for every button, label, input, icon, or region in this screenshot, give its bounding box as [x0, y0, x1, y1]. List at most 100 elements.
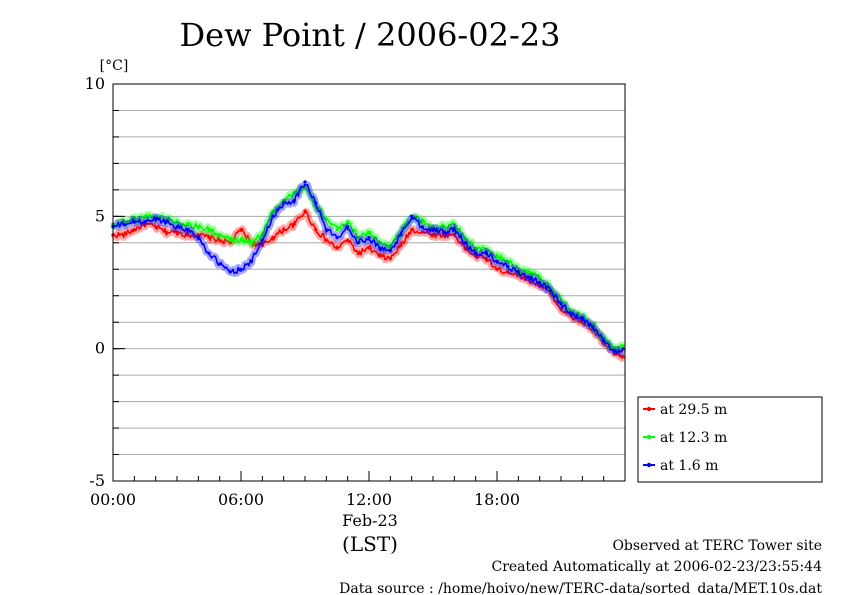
- legend-marker: [646, 462, 652, 468]
- data-point: [207, 235, 211, 240]
- data-point: [143, 222, 147, 226]
- data-point: [324, 238, 328, 242]
- series-band: [110, 180, 627, 357]
- data-point: [452, 222, 456, 226]
- data-point: [175, 220, 179, 224]
- legend-label: at 29.5 m: [660, 402, 727, 418]
- data-point: [506, 270, 510, 274]
- data-point: [367, 235, 371, 240]
- x-axis-title: (LST): [342, 532, 398, 556]
- data-point: [143, 214, 147, 218]
- data-point: [239, 267, 243, 271]
- data-point: [516, 270, 520, 274]
- data-point: [548, 288, 552, 292]
- data-point: [196, 233, 200, 237]
- data-point: [420, 220, 424, 224]
- data-point: [602, 339, 606, 343]
- data-point: [303, 209, 307, 213]
- y-tick-label: 0: [95, 339, 105, 358]
- data-point: [463, 246, 467, 250]
- data-point: [132, 220, 136, 224]
- data-point: [196, 225, 200, 229]
- data-point: [346, 238, 350, 242]
- data-point: [335, 235, 339, 240]
- data-point: [516, 267, 520, 271]
- data-point: [356, 241, 360, 245]
- data-point: [239, 228, 243, 232]
- data-point: [250, 259, 254, 263]
- data-point: [122, 222, 126, 226]
- data-point: [186, 233, 190, 237]
- data-point: [474, 246, 478, 250]
- data-point: [442, 233, 446, 237]
- data-point: [303, 180, 307, 184]
- grid-lines: [113, 109, 625, 456]
- footer-source-text: Data source : /home/hoivo/new/TERC-data/…: [339, 581, 822, 595]
- data-point: [399, 233, 403, 237]
- data-point: [228, 238, 232, 242]
- data-point: [356, 235, 360, 240]
- data-point: [388, 249, 392, 253]
- data-point: [175, 225, 179, 229]
- data-point: [356, 251, 360, 255]
- data-point: [538, 275, 542, 279]
- data-point: [218, 233, 222, 237]
- data-point: [378, 254, 382, 258]
- data-point: [420, 230, 424, 234]
- data-point: [346, 225, 350, 229]
- tick-labels: 10 5 0 -500:00 06:00 12:00 18:00: [85, 74, 520, 509]
- data-point: [495, 259, 499, 263]
- data-point: [260, 233, 264, 237]
- axis-ticks: [112, 83, 626, 482]
- data-point: [154, 225, 158, 229]
- data-point: [154, 217, 158, 221]
- series-line: [112, 186, 624, 351]
- data-point: [367, 230, 371, 234]
- data-point: [196, 235, 200, 240]
- legend-marker: [646, 406, 652, 412]
- data-point: [548, 291, 552, 295]
- data-point: [292, 198, 296, 203]
- data-point: [335, 228, 339, 232]
- data-point: [260, 238, 264, 242]
- data-point: [314, 228, 318, 232]
- data-point: [292, 190, 296, 195]
- data-point: [527, 275, 531, 279]
- data-point: [175, 230, 179, 234]
- data-point: [207, 251, 211, 255]
- data-point: [484, 257, 488, 261]
- data-point: [132, 228, 136, 232]
- data-point: [410, 228, 414, 232]
- data-point: [324, 228, 328, 232]
- data-point: [495, 267, 499, 271]
- data-point: [324, 217, 328, 221]
- data-point: [378, 246, 382, 250]
- chart-title: Dew Point / 2006-02-23: [180, 16, 561, 54]
- series-band: [109, 183, 626, 354]
- data-point: [164, 220, 168, 224]
- data-point: [452, 233, 456, 237]
- data-point: [410, 214, 414, 218]
- legend-label: at 12.3 m: [660, 430, 727, 446]
- data-point: [218, 262, 222, 266]
- y-tick-label: -5: [89, 471, 105, 490]
- data-point: [388, 243, 392, 247]
- data-point: [612, 349, 616, 353]
- x-tick-label: 18:00: [474, 490, 520, 509]
- data-point: [378, 241, 382, 245]
- data-point: [218, 238, 222, 242]
- data-point: [431, 228, 435, 232]
- data-point: [164, 230, 168, 234]
- data-point: [143, 220, 147, 224]
- data-point: [346, 220, 350, 224]
- x-tick-label: 06:00: [218, 490, 264, 509]
- data-point: [260, 243, 264, 247]
- legend-box: [637, 396, 823, 483]
- data-point: [463, 235, 467, 240]
- data-point: [431, 233, 435, 237]
- legend-label: at 1.6 m: [660, 458, 718, 474]
- data-point: [271, 209, 275, 213]
- data-point: [580, 318, 584, 322]
- data-point: [186, 222, 190, 226]
